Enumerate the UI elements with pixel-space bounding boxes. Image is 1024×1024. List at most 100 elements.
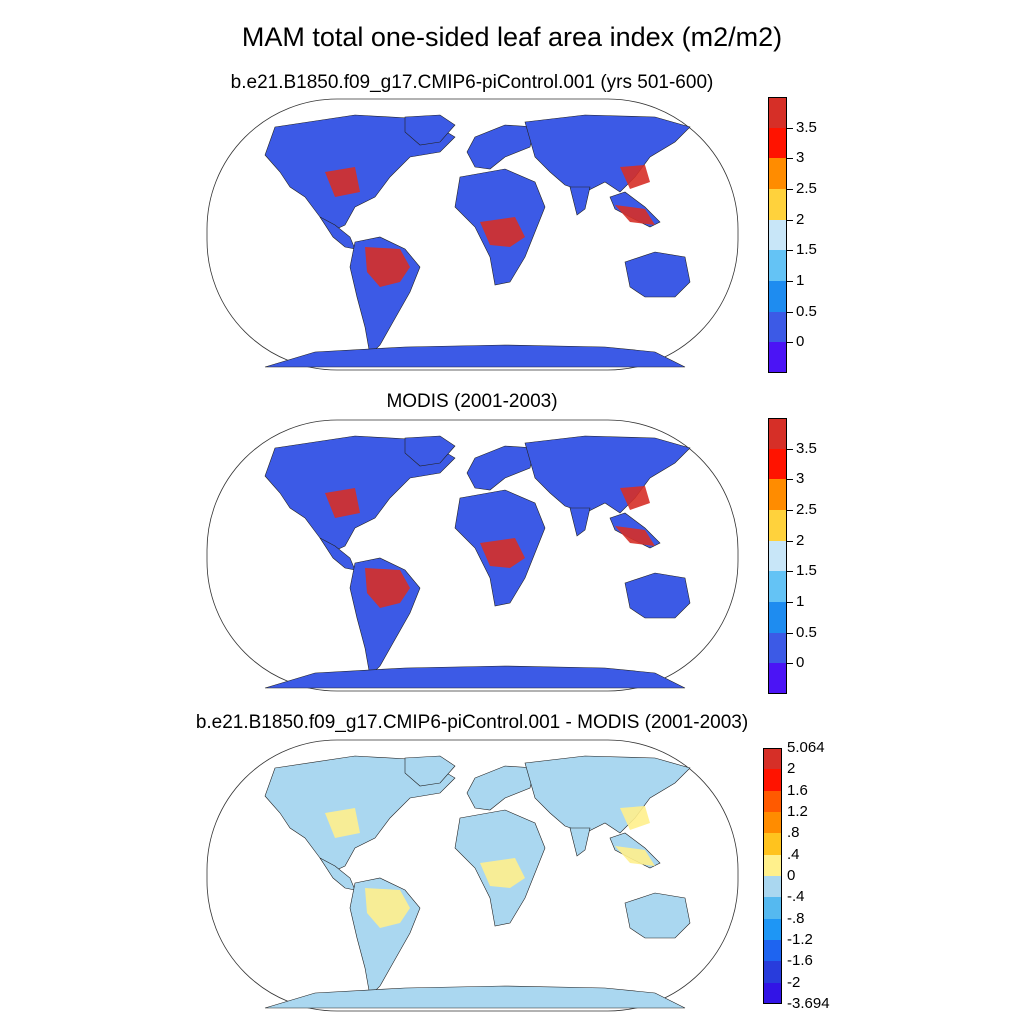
continent-europe — [466, 124, 536, 170]
colorbar-swatch — [768, 479, 787, 511]
region-congo — [480, 858, 525, 888]
colorbar-label: 1.6 — [787, 781, 808, 799]
panel-3-title: b.e21.B1850.f09_g17.CMIP6-piControl.001 … — [195, 712, 749, 733]
continent-india — [569, 507, 591, 537]
continent-india — [569, 186, 591, 216]
colorbar-tick — [787, 510, 793, 511]
colorbar-frame — [768, 418, 787, 694]
colorbar-tick — [787, 448, 793, 450]
panel-1-title: b.e21.B1850.f09_g17.CMIP6-piControl.001 … — [230, 72, 714, 93]
colorbar-swatch — [768, 540, 787, 572]
colorbar-swatch — [768, 281, 787, 313]
colorbar-swatch — [768, 510, 787, 542]
colorbar-label: -1.2 — [787, 931, 813, 948]
colorbar-label: 0.5 — [796, 302, 817, 320]
colorbar-swatch — [768, 418, 787, 450]
region-eastUS — [325, 808, 360, 838]
colorbar-tick — [787, 602, 793, 603]
colorbar-label: 1.2 — [787, 803, 808, 820]
colorbar-label: -3.694 — [787, 995, 830, 1012]
colorbar-label: 0.5 — [796, 623, 817, 641]
region-amazon — [365, 568, 410, 608]
colorbar-tick — [787, 311, 793, 313]
colorbar-swatch — [768, 127, 787, 159]
colorbar-label: .4 — [787, 845, 800, 863]
region-amazon — [365, 888, 410, 928]
colorbar-swatch — [768, 158, 787, 190]
colorbar-swatch — [763, 918, 782, 941]
continent-antarctica — [264, 344, 686, 368]
colorbar-swatch — [763, 961, 782, 984]
colorbar-label: 2 — [787, 760, 796, 778]
colorbar-label: 3.5 — [796, 118, 817, 136]
colorbar-swatch — [768, 571, 787, 603]
panel-2-map — [206, 419, 739, 692]
region-congo — [480, 217, 525, 247]
colorbar-tick — [787, 250, 793, 252]
colorbar-swatch — [768, 448, 787, 480]
region-indonesia — [615, 526, 655, 546]
region-eastAsia — [620, 806, 650, 830]
continent-asia — [524, 435, 691, 514]
continent-australia — [624, 572, 691, 619]
colorbar-label: 0 — [796, 333, 805, 351]
region-indonesia — [615, 846, 655, 866]
colorbar-swatch — [768, 342, 787, 374]
colorbar-label: 1.5 — [796, 241, 817, 259]
panel-2-colorbar: 3.5 3 2.5 2 1.5 1 0.5 0 — [768, 418, 848, 695]
colorbar-swatch — [768, 219, 787, 251]
colorbar-swatch — [768, 632, 787, 664]
continent-australia — [624, 251, 691, 298]
colorbar-label: 2.5 — [796, 180, 817, 197]
colorbar-frame — [768, 97, 787, 373]
continent-asia — [524, 114, 691, 193]
colorbar-swatch — [763, 897, 782, 920]
region-eastUS — [325, 167, 360, 197]
colorbar-swatch — [768, 663, 787, 695]
colorbar-tick — [787, 219, 793, 221]
colorbar-label: 0 — [787, 867, 796, 884]
continent-asia — [524, 755, 691, 834]
colorbar-label: 2.5 — [796, 501, 817, 518]
continent-europe — [466, 765, 536, 811]
colorbar-swatch — [763, 769, 782, 792]
colorbar-swatch — [763, 790, 782, 813]
colorbar-label: 3 — [796, 149, 805, 167]
continent-antarctica — [264, 985, 686, 1009]
colorbar-label: 0 — [796, 654, 805, 672]
colorbar-label: 1 — [796, 593, 805, 610]
colorbar-swatch — [763, 940, 782, 962]
region-eastAsia — [620, 165, 650, 189]
continent-antarctica — [264, 665, 686, 689]
colorbar-label: -2 — [787, 973, 801, 991]
colorbar-tick — [787, 281, 793, 282]
colorbar-swatch — [763, 833, 782, 856]
continent-europe — [466, 445, 536, 491]
colorbar-label: 3.5 — [796, 439, 817, 457]
region-eastUS — [325, 488, 360, 518]
figure-title: MAM total one-sided leaf area index (m2/… — [241, 22, 783, 52]
colorbar-label: 3 — [796, 470, 805, 488]
continent-greenland — [404, 755, 456, 787]
colorbar-swatch — [768, 602, 787, 634]
panel-3-map — [206, 739, 739, 1012]
colorbar-frame — [763, 748, 782, 1004]
colorbar-swatch — [768, 189, 787, 221]
colorbar-label: 1 — [796, 272, 805, 289]
colorbar-swatch — [763, 812, 782, 834]
region-congo — [480, 538, 525, 568]
colorbar-swatch — [768, 250, 787, 282]
region-indonesia — [615, 205, 655, 225]
continent-india — [569, 827, 591, 857]
panel-1-map — [206, 98, 739, 371]
continent-greenland — [404, 435, 456, 467]
colorbar-swatch — [763, 748, 782, 770]
colorbar-swatch — [768, 97, 787, 129]
colorbar-swatch — [763, 982, 782, 1005]
colorbar-label: -1.6 — [787, 952, 813, 970]
continent-australia — [624, 892, 691, 939]
colorbar-tick — [787, 479, 793, 481]
colorbar-label: 1.5 — [796, 562, 817, 580]
panel-2-title: MODIS (2001-2003) — [386, 391, 558, 412]
colorbar-label: -.8 — [787, 909, 805, 927]
